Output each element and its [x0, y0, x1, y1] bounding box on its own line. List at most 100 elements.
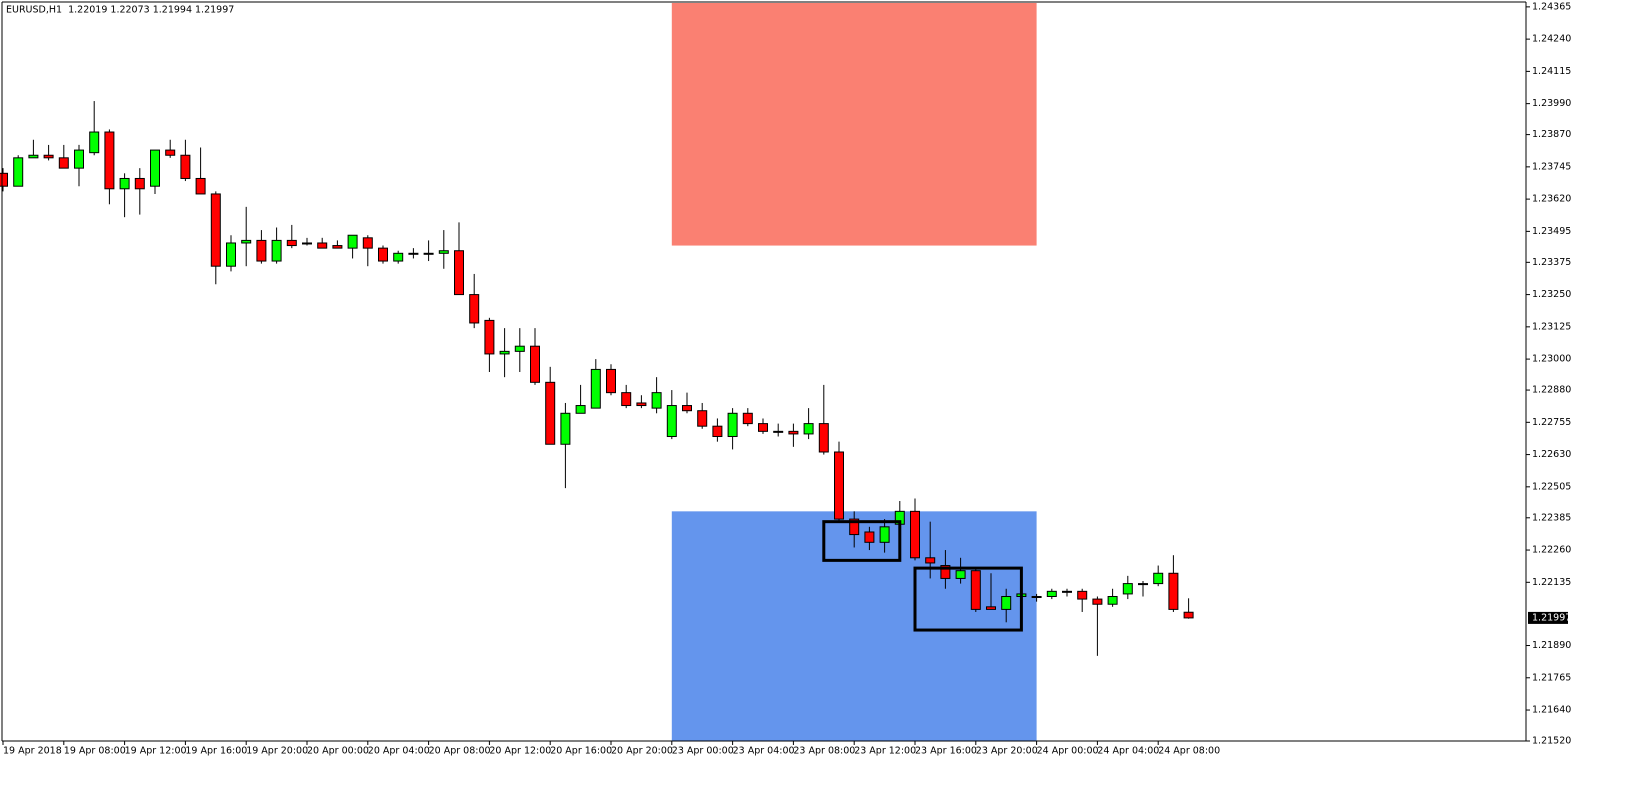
candle-body — [347, 234, 358, 249]
candle-body — [119, 177, 130, 190]
candle-body — [986, 606, 996, 610]
y-tick-label: 1.23620 — [1532, 194, 1571, 205]
y-tick-label: 1.21520 — [1532, 736, 1571, 747]
candle-body — [864, 531, 875, 543]
y-tick-label: 1.22385 — [1532, 512, 1571, 523]
candle-body — [438, 250, 449, 254]
y-tick-label: 1.23745 — [1532, 161, 1571, 172]
candle-body — [150, 149, 160, 187]
candle-body — [499, 350, 510, 355]
candle-body — [256, 239, 267, 262]
annotation-box — [913, 566, 1023, 632]
y-tick-label: 1.22880 — [1532, 385, 1571, 396]
y-tick-label: 1.23375 — [1532, 257, 1571, 268]
y-tick-label: 1.21640 — [1532, 705, 1571, 716]
y-tick-label: 1.21890 — [1532, 640, 1571, 651]
x-tick-label: 19 Apr 12:00 — [125, 746, 187, 757]
candle-body — [940, 565, 951, 579]
x-tick-label: 20 Apr 08:00 — [429, 746, 491, 757]
x-tick-label: 23 Apr 20:00 — [976, 746, 1038, 757]
candle-body — [925, 557, 936, 564]
x-tick-label: 23 Apr 00:00 — [672, 746, 734, 757]
candle-body — [165, 149, 176, 156]
candle-body — [484, 319, 495, 355]
candle-body — [0, 172, 8, 187]
candle-body — [834, 451, 844, 520]
y-tick-label: 1.24240 — [1532, 34, 1571, 45]
candle-body — [636, 402, 647, 407]
candle-body — [317, 242, 328, 249]
candle-body — [970, 570, 981, 610]
candle-body — [469, 294, 480, 324]
candle-body — [910, 510, 920, 559]
candle-body — [302, 242, 312, 245]
y-tick-label: 1.23990 — [1532, 98, 1571, 109]
candle-body — [803, 423, 814, 435]
candle-body — [545, 381, 556, 445]
y-tick-label: 1.24115 — [1532, 66, 1571, 77]
candle-body — [13, 157, 24, 187]
candle-body — [575, 405, 586, 414]
x-tick-label: 20 Apr 20:00 — [611, 746, 673, 757]
y-tick-label: 1.22260 — [1532, 545, 1571, 556]
candle-body — [1092, 598, 1103, 605]
candle-body — [74, 149, 84, 169]
candle-body — [879, 526, 890, 543]
candle-body — [134, 177, 145, 190]
candle-body — [1138, 583, 1148, 586]
chart-title: EURUSD,H1 1.22019 1.22073 1.21994 1.2199… — [6, 5, 234, 16]
candle-body — [682, 405, 692, 412]
candle-body — [560, 412, 571, 445]
x-tick-label: 23 Apr 04:00 — [733, 746, 795, 757]
candle-body — [58, 157, 69, 169]
y-tick-label: 1.22505 — [1532, 481, 1571, 492]
x-tick-label: 24 Apr 08:00 — [1158, 746, 1220, 757]
candle-body — [423, 252, 434, 255]
candle-body — [712, 425, 723, 438]
candle-body — [727, 412, 738, 438]
x-tick-label: 19 Apr 08:00 — [64, 746, 126, 757]
current-price-label: 1.21997 — [1532, 612, 1571, 623]
candle-body — [104, 131, 115, 190]
zones — [671, 3, 1037, 741]
x-tick-label: 20 Apr 00:00 — [307, 746, 369, 757]
candle-body — [89, 131, 100, 154]
candle-body — [1153, 572, 1164, 585]
y-tick-label: 1.23125 — [1532, 321, 1571, 332]
axes: 1.24365 1.24240 1.24115 1.23990 1.23870 1.237… — [2, 1, 1571, 757]
x-tick-label: 24 Apr 00:00 — [1037, 746, 1099, 757]
x-tick-label: 20 Apr 16:00 — [550, 746, 612, 757]
candle-body — [697, 410, 708, 427]
x-tick-label: 23 Apr 16:00 — [915, 746, 977, 757]
candle-body — [1183, 611, 1194, 619]
candle-body — [28, 154, 39, 159]
candle-body — [1077, 590, 1088, 600]
x-tick-label: 19 Apr 2018 — [3, 746, 62, 757]
price-zone — [671, 3, 1037, 246]
x-tick-label: 19 Apr 20:00 — [246, 746, 308, 757]
candle-body — [1046, 590, 1057, 597]
candle-body — [378, 247, 388, 262]
candle-body — [210, 193, 221, 267]
candle-body — [226, 242, 236, 267]
y-tick-label: 1.23000 — [1532, 354, 1571, 365]
candle-body — [1107, 595, 1118, 605]
candle-body — [1031, 595, 1042, 598]
candle-body — [1001, 595, 1012, 610]
candle-body — [195, 177, 206, 195]
candle-body — [621, 392, 632, 407]
candle-body — [849, 518, 860, 536]
candle-body — [43, 154, 54, 159]
y-tick-label: 1.24365 — [1532, 1, 1571, 12]
candle-body — [1122, 583, 1133, 595]
price-zone — [671, 511, 1037, 741]
candle-body — [955, 570, 966, 579]
candle-body — [773, 430, 784, 433]
candle-body — [408, 252, 419, 255]
candle-body — [530, 345, 540, 383]
y-tick-label: 1.23495 — [1532, 226, 1571, 237]
candle-body — [1168, 572, 1179, 610]
x-tick-label: 24 Apr 04:00 — [1097, 746, 1159, 757]
